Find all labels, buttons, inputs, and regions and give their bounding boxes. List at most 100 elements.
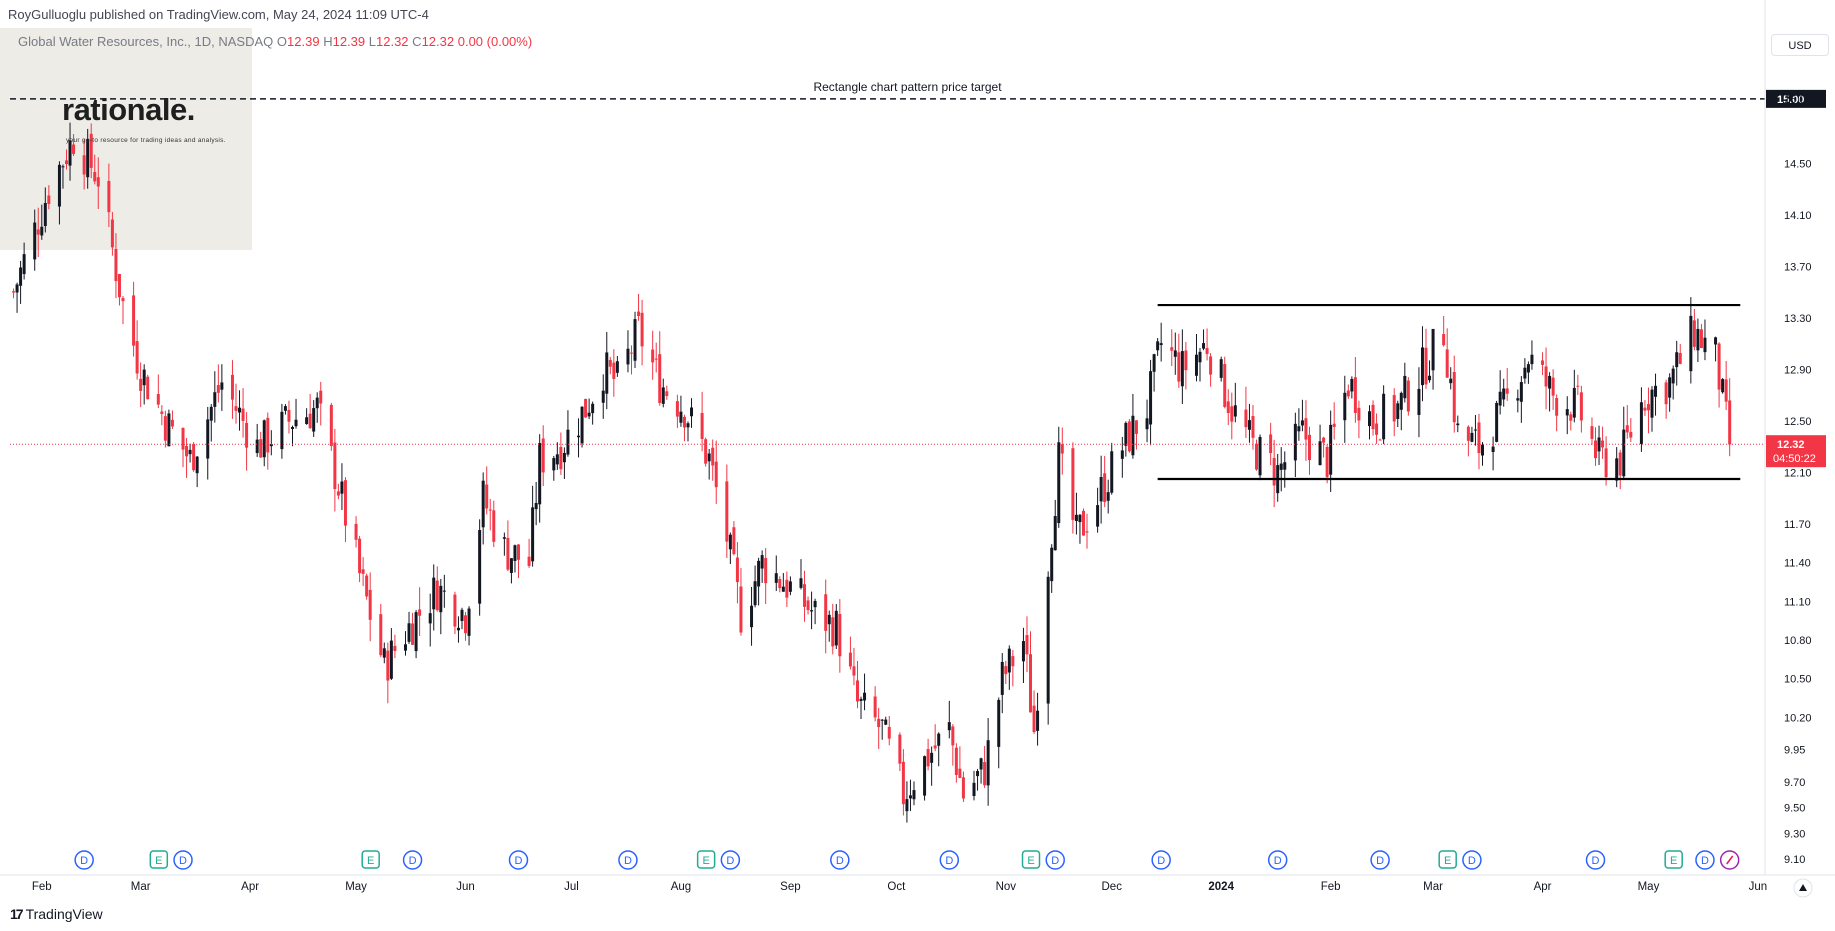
candle-body <box>188 449 192 455</box>
candle-body <box>245 422 249 448</box>
candle-body <box>757 560 761 587</box>
candle-body <box>661 387 665 404</box>
dividend-icon <box>618 850 638 870</box>
candle-body <box>1099 477 1103 502</box>
symbol-name: Global Water Resources, Inc., 1D, NASDAQ <box>18 34 274 49</box>
candle-body <box>1699 329 1703 349</box>
candle-body <box>146 376 150 400</box>
candle-body <box>735 557 739 583</box>
candle-body <box>1721 379 1725 393</box>
y-tick-label: 12.90 <box>1784 364 1812 376</box>
candle-body <box>1258 436 1262 476</box>
y-tick-label: 9.30 <box>1784 828 1805 840</box>
candle-body <box>1145 418 1149 430</box>
candle-body <box>1230 406 1234 422</box>
annotations-layer: Rectangle chart pattern price target 15.0… <box>10 80 1826 481</box>
candle-body <box>1131 415 1135 456</box>
candle-body <box>1590 426 1594 439</box>
tradingview-brand[interactable]: 17 TradingView <box>10 906 103 922</box>
earnings-icon <box>361 850 380 869</box>
candle-body <box>220 382 224 390</box>
dividend-marker-label: D <box>80 855 88 867</box>
candle-body <box>690 407 694 417</box>
y-tick-label: 9.95 <box>1784 745 1805 757</box>
candle-body <box>566 429 570 455</box>
candle-body <box>15 284 19 293</box>
candle-body <box>1544 366 1548 387</box>
candle-body <box>1279 463 1283 470</box>
candle-body <box>1428 375 1432 381</box>
candle-body <box>1293 423 1297 461</box>
currency-selector[interactable]: USD <box>1771 34 1829 56</box>
x-tick-label: Jun <box>456 881 475 893</box>
candle-body <box>1555 398 1559 416</box>
candle-body <box>312 408 316 432</box>
candle-body <box>887 726 891 739</box>
candle-body <box>1209 356 1213 375</box>
candle-body <box>1307 434 1311 461</box>
y-tick-label: 10.80 <box>1784 635 1812 647</box>
candle-body <box>577 435 581 438</box>
x-tick-label: Mar <box>131 881 151 893</box>
candle-body <box>262 420 266 458</box>
logo-tagline: your go-to resource for trading ideas an… <box>66 137 226 144</box>
candle-body <box>502 537 506 539</box>
candle-body <box>1572 387 1576 418</box>
candle-body <box>926 749 930 767</box>
candle-body <box>601 390 605 403</box>
candle-body <box>442 590 446 592</box>
candle-body <box>1000 661 1004 695</box>
candle-body <box>139 378 143 391</box>
candle-body <box>1724 379 1728 402</box>
candle-body <box>863 692 867 701</box>
candle-body <box>640 312 644 347</box>
candle-body <box>824 594 828 631</box>
candle-body <box>1371 404 1375 430</box>
candle-body <box>682 416 686 428</box>
candle-body <box>704 439 708 464</box>
candle-body <box>877 718 881 728</box>
candle-body <box>1668 377 1672 398</box>
candle-body <box>834 610 838 646</box>
candle-body <box>1205 348 1209 354</box>
candle-body <box>156 394 160 405</box>
candle-body <box>418 609 422 616</box>
candle-body <box>1491 446 1495 452</box>
candle-body <box>1170 347 1174 351</box>
candle-body <box>901 761 905 805</box>
candle-body <box>1625 425 1629 433</box>
dividend-icon <box>173 850 193 870</box>
candle-body <box>1473 429 1477 431</box>
candle-body <box>170 419 174 427</box>
candle-body <box>1357 407 1361 421</box>
y-tick-label: 11.40 <box>1784 558 1811 570</box>
candle-body <box>1106 492 1110 501</box>
candle-body <box>47 195 51 204</box>
candle-body <box>905 799 909 812</box>
candle-body <box>658 354 662 403</box>
x-tick-label: Aug <box>671 881 691 893</box>
ohlc-change: 0.00 (0.00%) <box>457 34 533 49</box>
candle-body <box>1134 420 1138 434</box>
dividend-marker-label: D <box>1701 855 1709 867</box>
tradingview-logo-icon: 17 <box>10 906 24 922</box>
dividend-icon <box>1370 850 1390 870</box>
candle-body <box>213 392 217 407</box>
candle-body <box>1074 514 1078 521</box>
candle-body <box>1272 458 1276 486</box>
candle-body <box>315 397 319 409</box>
candle-body <box>19 267 23 286</box>
candle-body <box>1219 359 1223 378</box>
y-tick-label: 9.50 <box>1784 803 1805 815</box>
dividend-marker-label: D <box>409 855 417 867</box>
candle-body <box>1519 382 1523 402</box>
candle-body <box>255 439 259 454</box>
candle-body <box>1085 531 1089 533</box>
candle-body <box>86 139 90 178</box>
candle-body <box>1396 403 1400 419</box>
tradingview-wordmark: TradingView <box>25 906 103 922</box>
candle-body <box>1322 437 1326 443</box>
candle-body <box>806 600 810 611</box>
candle-body <box>739 586 743 633</box>
